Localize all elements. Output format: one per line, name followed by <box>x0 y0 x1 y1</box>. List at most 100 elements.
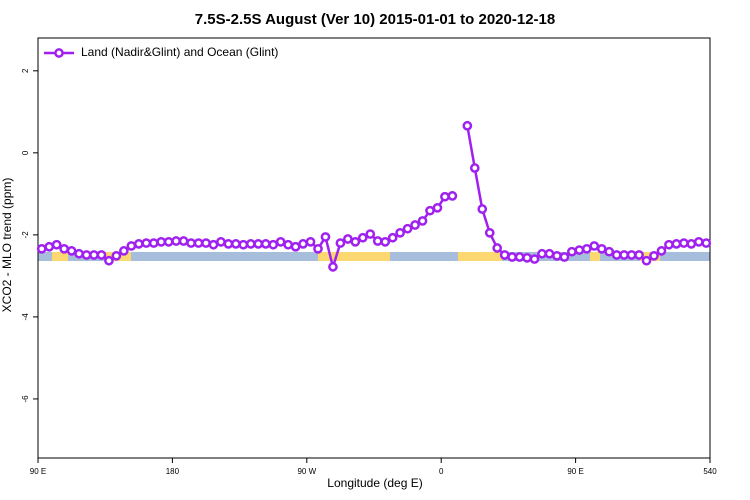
data-point <box>238 239 249 250</box>
data-point <box>148 238 159 248</box>
data-point <box>417 216 428 226</box>
data-point <box>664 239 674 250</box>
x-tick-label: 540 <box>703 467 717 476</box>
data-point <box>679 238 689 248</box>
chart-title: 7.5S-2.5S August (Ver 10) 2015-01-01 to … <box>195 11 555 28</box>
data-point <box>283 239 293 250</box>
data-point <box>74 248 84 259</box>
data-point <box>656 246 667 256</box>
data-point <box>216 236 226 247</box>
data-point <box>335 238 346 248</box>
data-point <box>544 248 555 259</box>
x-tick-label: 90 E <box>567 467 583 476</box>
data-point <box>275 236 286 247</box>
data-point <box>208 239 219 250</box>
data-point <box>387 232 398 243</box>
data-point <box>245 239 256 249</box>
data-point <box>260 239 271 249</box>
data-point <box>96 250 107 260</box>
data-point <box>290 241 301 252</box>
data-point <box>372 236 383 246</box>
data-point <box>507 252 517 262</box>
data-point <box>357 232 368 243</box>
data-point <box>522 252 532 263</box>
data-point <box>111 250 122 261</box>
data-point <box>81 250 92 260</box>
legend-label: Land (Nadir&Glint) and Ocean (Glint) <box>81 45 278 59</box>
data-point <box>402 223 413 234</box>
y-tick-label: 0 <box>21 150 30 155</box>
data-point <box>611 250 622 260</box>
data-point <box>440 191 450 202</box>
y-tick-label: -6 <box>21 395 30 403</box>
data-point <box>133 239 144 249</box>
data-point <box>529 254 540 264</box>
data-point <box>141 238 152 248</box>
data-point <box>686 239 697 249</box>
x-tick-label: 90 W <box>297 467 316 476</box>
data-point <box>589 241 600 251</box>
data-point <box>44 241 55 252</box>
data-point <box>462 120 473 131</box>
legend-marker <box>54 48 64 58</box>
x-tick-label: 0 <box>439 467 444 476</box>
data-point <box>552 250 562 261</box>
data-point <box>36 243 47 254</box>
data-point <box>186 238 196 248</box>
data-point <box>126 241 137 251</box>
data-point <box>231 239 241 249</box>
data-point <box>671 239 682 249</box>
data-point <box>432 202 443 213</box>
data-point <box>514 252 525 262</box>
data-point <box>395 227 405 238</box>
data-point <box>104 255 114 266</box>
data-point <box>693 236 704 247</box>
data-point <box>298 239 308 249</box>
data-point <box>380 236 391 247</box>
x-tick-label: 90 E <box>30 467 46 476</box>
data-point <box>492 243 503 253</box>
data-point <box>171 236 181 246</box>
data-point <box>320 232 331 242</box>
data-point <box>59 243 69 254</box>
data-point <box>477 204 488 214</box>
data-point <box>253 239 264 249</box>
data-point <box>559 252 570 262</box>
data-point <box>499 250 510 260</box>
data-point <box>484 227 495 238</box>
y-axis-label: XCO2 - MLO trend (ppm) <box>0 178 14 313</box>
data-point <box>634 250 644 260</box>
data-point <box>178 236 189 246</box>
data-point <box>119 246 129 256</box>
data-point <box>425 205 435 216</box>
data-point <box>268 239 279 250</box>
data-point <box>649 250 659 261</box>
data-point <box>604 246 615 257</box>
data-point <box>193 238 204 248</box>
data-point <box>626 250 637 260</box>
data-point <box>156 236 167 247</box>
x-axis-label: Longitude (deg E) <box>327 476 422 490</box>
data-point <box>641 255 652 266</box>
data-point <box>574 245 585 255</box>
data-point <box>365 229 376 239</box>
data-point <box>410 220 420 230</box>
y-tick-label: -4 <box>21 313 30 321</box>
data-point <box>447 191 458 201</box>
y-tick-label: -2 <box>21 231 30 239</box>
data-point <box>305 236 316 247</box>
data-point <box>201 238 211 248</box>
data-point <box>581 243 592 254</box>
data-point <box>66 246 77 256</box>
data-point <box>350 236 361 247</box>
data-point <box>537 248 547 259</box>
data-point <box>223 239 234 249</box>
data-point <box>619 250 629 260</box>
data-point <box>343 234 353 244</box>
data-point <box>328 262 338 272</box>
data-point <box>89 250 99 260</box>
data-point <box>567 246 577 257</box>
data-point <box>469 163 480 173</box>
y-tick-label: 2 <box>21 68 30 73</box>
